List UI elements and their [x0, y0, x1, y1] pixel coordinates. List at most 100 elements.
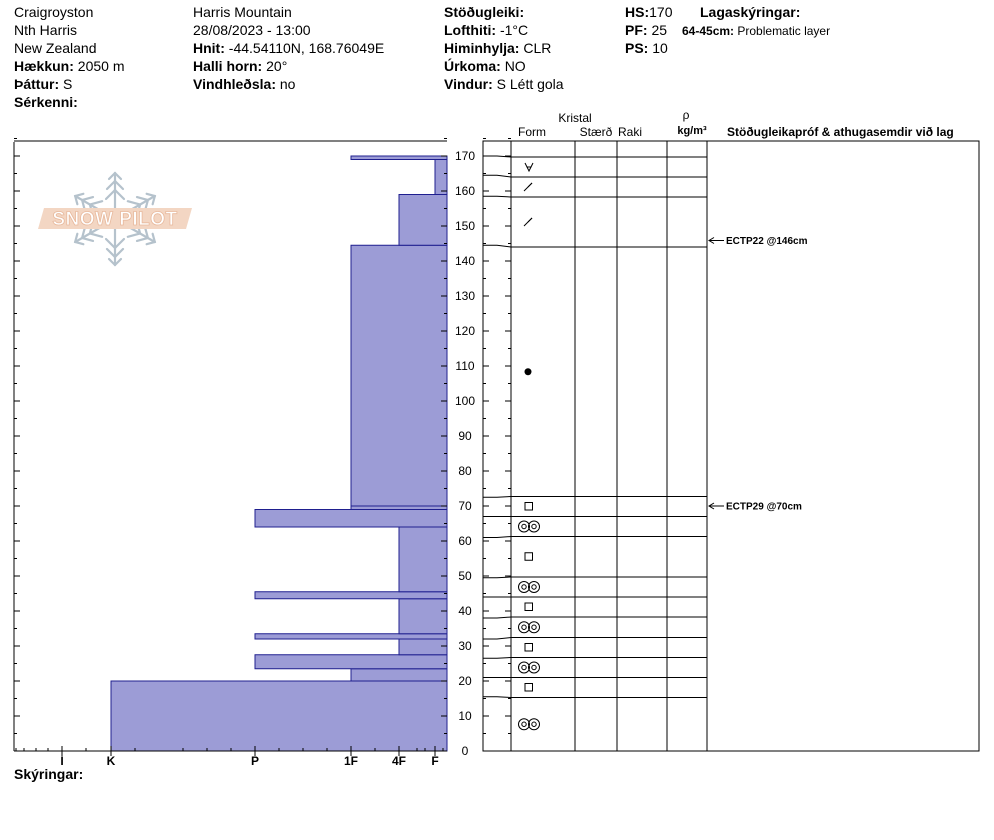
ps-value: 10: [652, 40, 668, 56]
height-label-100: 100: [455, 394, 475, 408]
height-label-80: 80: [458, 464, 472, 478]
arrow-left-icon: [708, 502, 715, 510]
pf-value: 25: [651, 22, 668, 38]
country: New Zealand: [14, 40, 97, 56]
layer-connector-49.5: [483, 576, 512, 579]
wind-loading-label: Vindhleðsla:: [193, 76, 276, 92]
wind-label: Vindur:: [444, 76, 493, 92]
height-label-160: 160: [455, 184, 475, 198]
sky-label: Himinhylja:: [444, 40, 520, 56]
footer-notes: Skýringar:: [14, 765, 83, 783]
height-label-170: 170: [455, 149, 475, 163]
hardness-bar-4: [254, 633, 448, 640]
air-temp-value: -1°C: [499, 22, 529, 38]
layer-connector-158.5: [483, 195, 512, 198]
rounded-polycrystal-icon: [518, 581, 540, 593]
sky-value: CLR: [523, 40, 552, 56]
wind-loading-value: no: [279, 76, 296, 92]
slope-label: Halli horn:: [193, 58, 263, 74]
hardness-scale: I K P 1F 4F F: [15, 746, 444, 768]
layer-connector-144.5: [483, 244, 512, 248]
header-col-site: Harris Mountain 28/08/2023 - 13:00 Hnit:…: [193, 3, 384, 93]
hardness-bar-12: [434, 159, 448, 195]
pf-label: PF:: [625, 22, 648, 38]
wind-row: Vindur: S Létt gola: [444, 75, 564, 93]
hardness-label-F: F: [431, 754, 438, 768]
hardness-label-K: K: [107, 754, 116, 768]
arrow-left-icon: [708, 237, 715, 244]
layer-connector-15.5: [483, 696, 512, 698]
col-form: Form: [518, 125, 546, 139]
logo-text: SNOW PILOT: [52, 209, 177, 230]
layer-connector-61: [483, 536, 512, 538]
new-snow-icon: [524, 162, 534, 173]
hs-label: HS:: [625, 4, 650, 20]
height-label-0: 0: [462, 744, 469, 758]
hardness-bar-5: [398, 598, 448, 635]
col-size: Stærð: [580, 125, 613, 139]
slope-value: 20°: [266, 58, 288, 74]
test-label: ECTP22 @146cm: [726, 236, 808, 247]
hardness-label-P: P: [251, 754, 259, 768]
ps-row: PS: 10: [625, 39, 672, 57]
precip-value: NO: [504, 58, 526, 74]
height-label-30: 30: [458, 639, 472, 653]
coords-value: -44.54110N, 168.76049E: [228, 40, 385, 56]
height-label-130: 130: [455, 289, 475, 303]
wind-value: S Létt gola: [496, 76, 564, 92]
height-label-60: 60: [458, 534, 472, 548]
layer-note-row: 64-45cm: Problematic layer: [682, 22, 830, 40]
stability-test-0: ECTP22 @146cm: [708, 236, 808, 247]
hardness-label-1F: 1F: [344, 754, 358, 768]
header-col-weather: Stöðugleiki: Lofthiti: -1°C Himinhylja: …: [444, 3, 564, 93]
decomposing-icon: [523, 217, 533, 227]
stability-tests: ECTP22 @146cm ECTP29 @70cm: [708, 236, 808, 513]
height-label-110: 110: [455, 359, 474, 373]
header-col-legend: Lagaskýringar:: [700, 3, 800, 21]
wind-loading-row: Vindhleðsla: no: [193, 75, 384, 93]
header-col-location: Craigroyston Nth Harris New Zealand Hækk…: [14, 3, 125, 111]
hardness-bar-11: [398, 194, 448, 246]
air-temp-label: Lofthiti:: [444, 22, 497, 38]
layer-connector-26.5: [483, 657, 512, 659]
col-density-unit: kg/m³: [677, 125, 707, 137]
height-label-150: 150: [455, 219, 475, 233]
test-label: ECTP29 @70cm: [726, 502, 802, 513]
notes-label: Skýringar:: [14, 766, 84, 782]
col-moisture: Raki: [618, 125, 642, 139]
legend-label: Lagaskýringar:: [700, 4, 801, 20]
hardness-label-4F: 4F: [392, 754, 406, 768]
hs-row: HS:170: [625, 3, 672, 21]
mountain: Harris Mountain: [193, 4, 292, 20]
hardness-bar-3: [398, 638, 448, 656]
hardness-bars: [110, 155, 448, 752]
faceted-icon: [524, 502, 533, 511]
layer-boundaries: [511, 156, 707, 698]
layer-table: ECTP22 @146cm ECTP29 @70cm: [482, 138, 980, 752]
header-col-depths: HS:170 PF: 25 PS: 10: [625, 3, 672, 57]
height-label-90: 90: [458, 429, 472, 443]
elevation-value: 2050 m: [77, 58, 125, 74]
elevation-row: Hækkun: 2050 m: [14, 57, 125, 75]
rounded-polycrystal-icon: [518, 661, 540, 674]
aspect-row: Þáttur: S: [14, 75, 125, 93]
logo-banner: [38, 208, 192, 229]
grain-form-symbols: [518, 162, 540, 731]
coords-label: Hnit:: [193, 40, 225, 56]
elevation-label: Hækkun:: [14, 58, 74, 74]
faceted-icon: [524, 683, 533, 692]
ps-label: PS:: [625, 40, 649, 56]
height-axis-labels: 0 10 20 30 40 50 60 70 80 90 100 110 120 130 140 150 160…: [455, 149, 475, 758]
height-label-70: 70: [458, 499, 472, 513]
height-label-120: 120: [455, 324, 475, 338]
faceted-icon: [524, 643, 533, 652]
aspect-label: Þáttur:: [14, 76, 60, 92]
layer-connector-38: [483, 616, 512, 619]
precip-row: Úrkoma: NO: [444, 57, 564, 75]
stability-row: Stöðugleiki:: [444, 3, 564, 21]
rounded-polycrystal-icon: [518, 621, 540, 634]
table-frame: [482, 140, 980, 752]
layer-connector-164.5: [483, 174, 512, 178]
slope-row: Halli horn: 20°: [193, 57, 384, 75]
